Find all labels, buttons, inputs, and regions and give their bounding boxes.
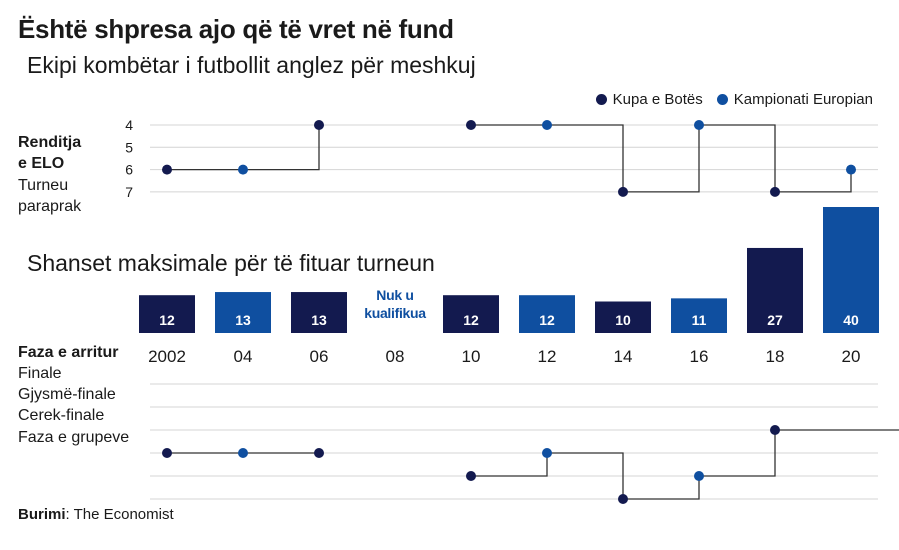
elo-tick-label: 5 bbox=[125, 139, 133, 155]
stage-level-final: Finale bbox=[18, 365, 62, 382]
elo-label-line2: e ELO bbox=[18, 155, 65, 172]
win-chance-value-label: 12 bbox=[159, 312, 175, 328]
year-tick-label: 10 bbox=[462, 347, 481, 366]
stage-point bbox=[314, 448, 324, 458]
year-tick-label: 06 bbox=[310, 347, 329, 366]
stage-point bbox=[618, 494, 628, 504]
stage-point bbox=[542, 448, 552, 458]
year-tick-label: 20 bbox=[842, 347, 861, 366]
year-tick-label: 2002 bbox=[148, 347, 186, 366]
elo-step-line bbox=[471, 124, 852, 193]
year-tick-label: 16 bbox=[690, 347, 709, 366]
win-chance-bar bbox=[595, 301, 651, 333]
source-label: Burimi bbox=[18, 506, 66, 523]
chart-title: Është shpresa ajo që të vret në fund bbox=[18, 14, 454, 44]
stage-point bbox=[694, 471, 704, 481]
elo-point bbox=[694, 120, 704, 130]
win-chance-bar bbox=[443, 295, 499, 333]
stage-level-quarter: Cerek-finale bbox=[18, 407, 105, 424]
elo-point bbox=[542, 120, 552, 130]
source-note: Burimi: The Economist bbox=[18, 506, 174, 523]
stage-point bbox=[162, 448, 172, 458]
win-chance-value-label: 13 bbox=[235, 312, 251, 328]
elo-point bbox=[162, 164, 172, 175]
win-chance-bar bbox=[519, 295, 575, 333]
stage-label: Faza e arritur bbox=[18, 344, 119, 361]
win-chance-value-label: 12 bbox=[539, 312, 555, 328]
stage-point bbox=[770, 425, 780, 435]
not-qualified-label: kualifikua bbox=[364, 305, 426, 321]
stage-level-semi: Gjysmë-finale bbox=[18, 386, 116, 403]
year-tick-label: 08 bbox=[386, 347, 405, 366]
not-qualified-label: Nuk u bbox=[376, 287, 413, 303]
legend-dot-world-cup bbox=[595, 94, 607, 105]
year-tick-label: 18 bbox=[766, 347, 785, 366]
stage-point bbox=[238, 448, 248, 458]
legend-item-world-cup: Kupa e Botës bbox=[595, 91, 703, 108]
win-chance-value-label: 27 bbox=[767, 312, 783, 328]
elo-point bbox=[238, 164, 248, 175]
elo-sub-line2: paraprak bbox=[18, 198, 82, 215]
win-chance-value-label: 40 bbox=[843, 312, 859, 328]
year-tick-label: 14 bbox=[614, 347, 633, 366]
legend-label-world-cup: Kupa e Botës bbox=[612, 91, 703, 108]
elo-label-line1: Renditja bbox=[18, 134, 82, 151]
legend: Kupa e Botës Kampionati Europian bbox=[582, 91, 873, 108]
elo-point bbox=[770, 186, 780, 197]
elo-tick-label: 7 bbox=[125, 184, 133, 200]
win-chance-bar bbox=[215, 292, 271, 333]
elo-point bbox=[314, 120, 324, 130]
stage-step-line bbox=[471, 429, 899, 500]
legend-label-euro: Kampionati Europian bbox=[733, 91, 873, 108]
win-chance-bar bbox=[671, 298, 727, 333]
section-title-win-chance: Shanset maksimale për të fituar turneun bbox=[27, 250, 435, 276]
year-tick-label: 12 bbox=[538, 347, 557, 366]
elo-point bbox=[846, 164, 856, 175]
elo-point bbox=[466, 120, 476, 130]
win-chance-value-label: 13 bbox=[311, 312, 327, 328]
win-chance-bar bbox=[823, 207, 879, 333]
win-chance-value-label: 11 bbox=[692, 312, 707, 328]
elo-tick-label: 6 bbox=[125, 162, 133, 178]
year-tick-label: 04 bbox=[234, 347, 253, 366]
win-chance-bar bbox=[139, 295, 195, 333]
win-chance-value-label: 12 bbox=[463, 312, 479, 328]
win-chance-bar bbox=[747, 247, 803, 333]
elo-step-line bbox=[167, 125, 320, 171]
source-text: : The Economist bbox=[65, 506, 174, 523]
elo-tick-label: 4 bbox=[125, 117, 133, 133]
win-chance-bar bbox=[291, 292, 347, 333]
elo-point bbox=[618, 186, 628, 197]
elo-sub-line1: Turneu bbox=[18, 177, 69, 194]
stage-level-group: Faza e grupeve bbox=[18, 429, 130, 446]
stage-point bbox=[466, 471, 476, 481]
win-chance-value-label: 10 bbox=[615, 312, 631, 328]
legend-dot-euro bbox=[716, 94, 728, 105]
chart-subtitle: Ekipi kombëtar i futbollit anglez për me… bbox=[27, 52, 476, 78]
legend-item-euro: Kampionati Europian bbox=[716, 91, 873, 108]
